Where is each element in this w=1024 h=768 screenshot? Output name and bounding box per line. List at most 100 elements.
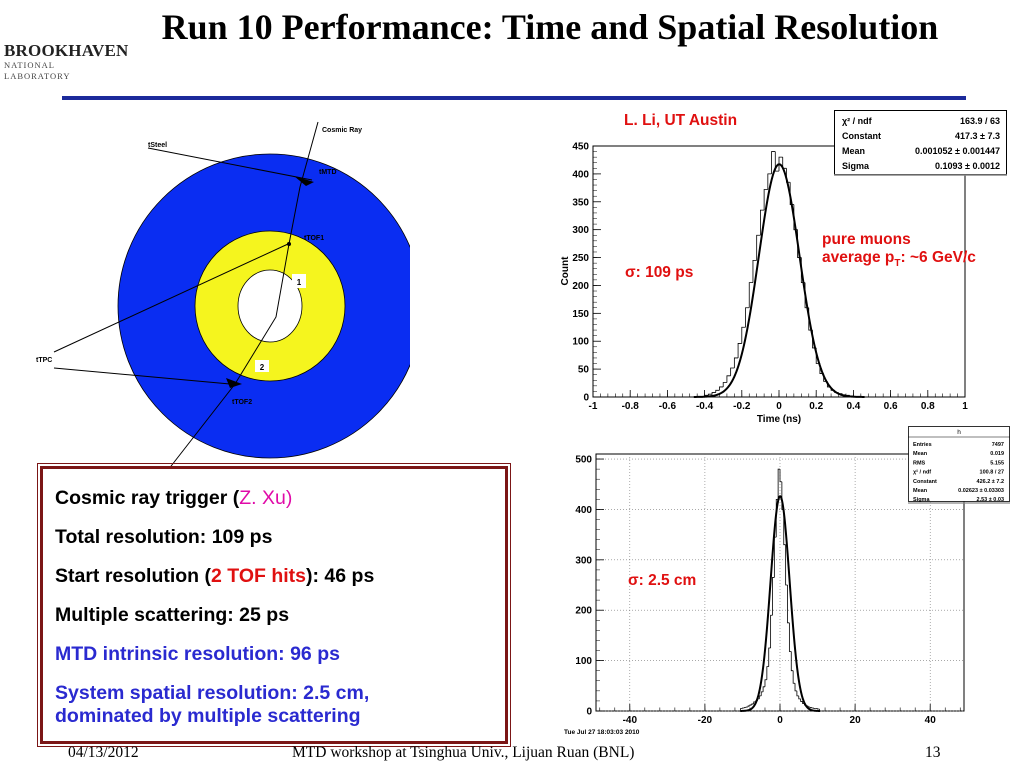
histogram-bin (762, 686, 765, 692)
y-tick-label: 150 (572, 309, 589, 320)
line1-suffix: ) (285, 487, 293, 509)
footer-page-number: 13 (925, 744, 941, 761)
y-axis-ticks: 0 100 200 300 400 500 (575, 455, 604, 718)
tmtd-marker (294, 176, 314, 186)
x-tick-label: 0 (776, 401, 782, 412)
spatial-resolution-histogram: -40 -20 0 20 40 0 100 200 300 400 500 (575, 453, 965, 726)
cosmic-ray-track (167, 121, 319, 471)
histogram-bin (730, 367, 735, 376)
histogram-bin (745, 307, 750, 328)
histogram-bin (745, 706, 749, 708)
muon-line-1: pure muons (822, 231, 911, 248)
stats-value: 5.155 (990, 460, 1004, 466)
stats-value: 7497 (992, 442, 1004, 448)
histogram-bin (733, 357, 739, 368)
stats-value: 417.3 ± 7.3 (955, 131, 1000, 141)
y-tick-label: 100 (572, 337, 589, 348)
stats-key: Sigma (913, 497, 930, 503)
x-tick-label: 0.6 (884, 401, 898, 412)
x-axis-ticks: -40 -20 0 20 40 (599, 704, 961, 726)
stats-key: χ² / ndf (913, 469, 931, 476)
x-tick-label: -1 (589, 401, 598, 412)
muon-line-2-sub: T (894, 258, 901, 270)
stats-value: 426.2 ± 7.2 (977, 479, 1004, 485)
stats-value: 0.019 (990, 451, 1004, 457)
histogram-bin (760, 209, 765, 236)
detector-diagram: Cosmic Ray tSteel tMTD tTOF1 tTPC tTOF2 … (36, 121, 410, 471)
histogram-bin (749, 704, 752, 706)
sigma-time-label: σ: 109 ps (625, 264, 694, 281)
line1-prefix: Cosmic ray trigger ( (55, 487, 240, 509)
histogram-bin (800, 698, 803, 702)
histogram-bin (785, 544, 788, 586)
histogram-bin (811, 707, 814, 709)
y-tick-label: 200 (572, 281, 589, 292)
label-ttof1: tTOF1 (304, 235, 324, 242)
y-tick-label: 0 (583, 393, 589, 404)
stats-key: Mean (913, 488, 928, 494)
histogram-bin (764, 679, 767, 687)
x-tick-label: 0.4 (846, 401, 860, 412)
y-tick-label: 400 (572, 169, 589, 180)
x-tick-label: 20 (850, 715, 862, 726)
stats-value: 100.8 / 27 (980, 470, 1004, 476)
gaussian-fit-curve (740, 495, 821, 712)
label-2: 2 (260, 363, 265, 372)
line-mtd-intrinsic: MTD intrinsic resolution: 96 ps (55, 643, 340, 665)
y-tick-label: 200 (575, 606, 592, 617)
histogram-bin (792, 670, 796, 684)
slide-title: Run 10 Performance: Time and Spatial Res… (161, 7, 939, 47)
histogram-bin (726, 375, 731, 383)
y-tick-label: 350 (572, 197, 589, 208)
x-tick-label: -0.2 (733, 401, 751, 412)
y-tick-label: 300 (575, 555, 592, 566)
histogram-bin (790, 651, 794, 672)
y-tick-label: 400 (575, 505, 592, 516)
histogram-bin (741, 326, 746, 344)
histogram-bin (778, 156, 783, 172)
histogram-bin (794, 683, 797, 692)
histogram-bin (787, 585, 790, 624)
stats-key: χ² / ndf (842, 116, 873, 126)
brookhaven-logo: BROOKHAVEN NATIONAL LABORATORY (4, 41, 129, 82)
title-underline (62, 96, 966, 100)
line-total-resolution: Total resolution: 109 ps (55, 526, 273, 548)
stats-key: Mean (913, 451, 928, 457)
muon-line-2-suffix: : ~6 GeV/c (900, 249, 976, 266)
x-tick-label: 0 (777, 715, 783, 726)
sigma-space-label: σ: 2.5 cm (628, 572, 697, 589)
line-spatial-resolution-a: System spatial resolution: 2.5 cm, (55, 682, 370, 704)
y-tick-label: 450 (572, 142, 589, 153)
histogram-bin (751, 703, 754, 705)
histogram-bin (772, 577, 775, 616)
fit-stats-box-time: χ² / ndf 163.9 / 63 Constant 417.3 ± 7.3 Mea… (834, 110, 1007, 176)
histogram-bin (770, 614, 773, 649)
ttof1-marker (287, 242, 291, 246)
stats-title: h (957, 429, 961, 436)
x-tick-label: -40 (623, 715, 638, 726)
histogram-bin (788, 622, 792, 652)
y-tick-label: 100 (575, 656, 592, 667)
y-tick-label: 50 (578, 365, 590, 376)
logo-word: BROOKHAVEN (4, 41, 129, 60)
histogram-bin (758, 695, 762, 699)
stats-key: RMS (913, 460, 926, 466)
histogram-bin (760, 691, 764, 696)
muon-info: pure muons average pT: ~6 GeV/c (822, 231, 976, 273)
line1-author: Z. Xu (239, 487, 286, 509)
histogram-bin (707, 393, 713, 396)
line-start-resolution: Start resolution (2 TOF hits): 46 ps (55, 557, 505, 596)
stats-key: Sigma (842, 161, 870, 171)
stats-key: Constant (913, 479, 937, 485)
muon-line-2-prefix: average p (822, 249, 895, 266)
histogram-bin (768, 647, 771, 667)
ttof2-marker (226, 378, 242, 388)
histogram-bin (752, 259, 757, 283)
x-tick-label: 0.2 (809, 401, 823, 412)
footer-date: 04/13/2012 (68, 744, 139, 761)
histogram-bin (767, 173, 772, 190)
histogram-bin (715, 389, 720, 393)
tsteel-pointer (147, 147, 313, 181)
stats-value: 0.001052 ± 0.001447 (915, 146, 1000, 156)
line3-highlight: 2 TOF hits (211, 565, 307, 587)
